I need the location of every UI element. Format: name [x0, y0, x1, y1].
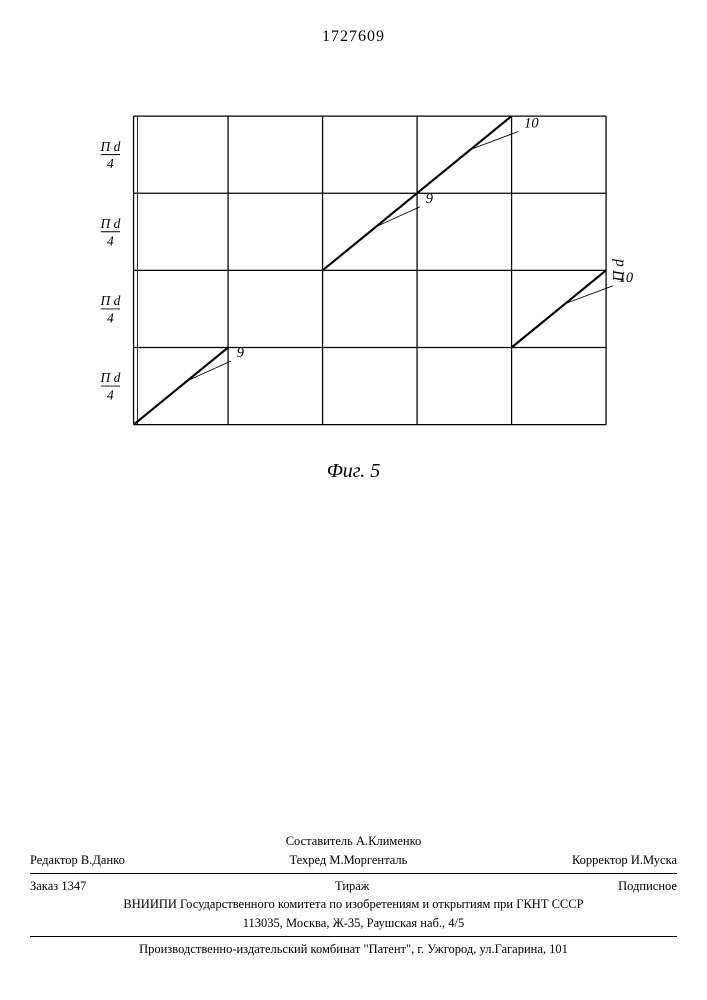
corrector-name: И.Муска [631, 853, 677, 867]
svg-text:4: 4 [107, 156, 114, 171]
order-row: Заказ 1347 Тираж Подписное [30, 878, 677, 895]
svg-text:П d: П d [99, 216, 120, 231]
patent-number: 1727609 [0, 28, 707, 46]
subtype-label: Подписное [618, 878, 677, 895]
corrector-cell: Корректор И.Муска [572, 852, 677, 869]
org-line-2: 113035, Москва, Ж-35, Раушская наб., 4/5 [30, 915, 677, 932]
composer-line: Составитель А.Клименко [30, 833, 677, 850]
tech-label: Техред [289, 853, 326, 867]
figure-svg: П d4П d4П d4П d4П d991010 [95, 100, 635, 460]
footer-block: Составитель А.Клименко Редактор В.Данко … [30, 831, 677, 960]
svg-text:П d: П d [99, 293, 120, 308]
order-cell: Заказ 1347 [30, 878, 86, 895]
svg-text:П d: П d [99, 370, 120, 385]
tirazh-label: Тираж [335, 878, 369, 895]
svg-text:9: 9 [426, 191, 433, 207]
org-line-1: ВНИИПИ Государственного комитета по изоб… [30, 896, 677, 913]
svg-text:П d: П d [99, 139, 120, 154]
svg-text:10: 10 [524, 116, 539, 132]
tech-name: М.Моргенталь [329, 853, 407, 867]
composer-name: А.Клименко [356, 834, 421, 848]
svg-text:4: 4 [107, 233, 114, 248]
divider-2 [30, 936, 677, 937]
figure-caption: Фиг. 5 [0, 460, 707, 483]
editor-label: Редактор [30, 853, 78, 867]
editor-cell: Редактор В.Данко [30, 852, 125, 869]
figure-5: П d4П d4П d4П d4П d991010 [95, 100, 585, 440]
svg-text:4: 4 [107, 310, 114, 325]
divider-1 [30, 873, 677, 874]
composer-label: Составитель [286, 834, 353, 848]
tech-cell: Техред М.Моргенталь [289, 852, 407, 869]
credits-row: Редактор В.Данко Техред М.Моргенталь Кор… [30, 852, 677, 869]
corrector-label: Корректор [572, 853, 628, 867]
svg-text:10: 10 [619, 270, 634, 286]
publisher-line: Производственно-издательский комбинат "П… [30, 941, 677, 958]
order-label: Заказ [30, 879, 58, 893]
order-number: 1347 [61, 879, 86, 893]
editor-name: В.Данко [81, 853, 125, 867]
svg-text:4: 4 [107, 388, 114, 403]
svg-text:9: 9 [237, 345, 244, 361]
